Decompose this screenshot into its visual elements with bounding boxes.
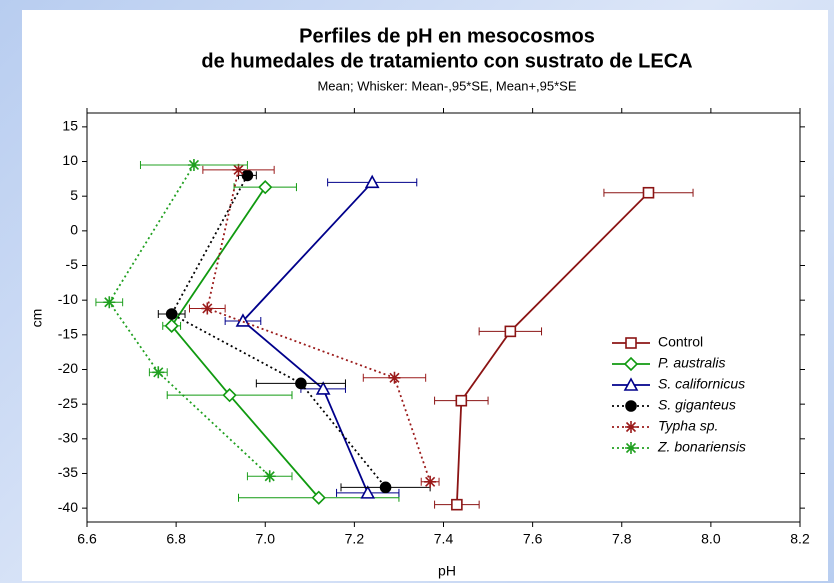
point (315, 381, 331, 395)
point (164, 318, 179, 333)
x-tick-label: 7.4 (434, 531, 454, 547)
point (625, 421, 637, 433)
point (201, 302, 214, 315)
x-tick-label: 6.6 (77, 531, 97, 547)
point (364, 174, 380, 189)
x-tick-label: 8.0 (701, 531, 721, 547)
point (625, 400, 637, 412)
legend-label: S. giganteus (658, 397, 736, 413)
point (295, 377, 307, 390)
x-axis-label: pH (438, 563, 456, 579)
y-tick-label: -10 (58, 291, 78, 307)
y-tick-label: 5 (70, 187, 78, 203)
point (625, 337, 637, 349)
series-line (241, 181, 373, 494)
point (623, 356, 639, 372)
y-axis-label: cm (29, 309, 45, 328)
legend-label: Z. bonariensis (657, 439, 746, 455)
point (388, 371, 401, 384)
chart-subtitle: Mean; Whisker: Mean-,95*SE, Mean+,95*SE (317, 78, 576, 93)
point (165, 308, 178, 320)
point (241, 169, 254, 182)
y-tick-label: 15 (62, 118, 78, 134)
legend-label: P. australis (658, 355, 725, 371)
x-tick-label: 7.0 (256, 531, 276, 547)
panel (22, 10, 828, 581)
chart-title: de humedales de tratamiento con sustrato… (201, 50, 692, 72)
x-tick-label: 7.2 (345, 531, 365, 547)
y-tick-label: -35 (58, 464, 78, 480)
point (103, 296, 116, 309)
point (187, 158, 200, 171)
x-tick-label: 7.6 (523, 531, 543, 547)
point (258, 180, 273, 195)
y-tick-label: -15 (58, 326, 78, 342)
point (263, 470, 276, 483)
series-line (455, 192, 650, 505)
point (222, 388, 237, 403)
x-tick-label: 7.8 (612, 531, 632, 547)
y-tick-label: -30 (58, 430, 78, 446)
y-tick-label: -40 (58, 499, 78, 515)
point (232, 163, 245, 176)
point (424, 475, 437, 488)
legend-label: Typha sp. (658, 418, 718, 434)
series-line (108, 164, 271, 477)
point (455, 394, 468, 407)
x-tick-label: 8.2 (790, 531, 810, 547)
y-tick-label: 0 (70, 222, 78, 238)
y-tick-label: -25 (58, 395, 78, 411)
legend-label: S. californicus (658, 376, 745, 392)
series-line (206, 169, 431, 483)
point (642, 186, 655, 199)
point (623, 377, 639, 391)
chart-title: Perfiles de pH en mesocosmos (299, 25, 595, 47)
series-line (170, 186, 320, 499)
point (360, 485, 376, 499)
point (379, 481, 392, 494)
x-tick-label: 6.8 (166, 531, 186, 547)
point (504, 325, 517, 338)
series-line (170, 174, 387, 488)
y-tick-label: -5 (66, 256, 79, 272)
y-tick-label: 10 (62, 152, 78, 168)
point (451, 498, 463, 511)
point (625, 442, 637, 454)
legend-label: Control (658, 334, 703, 350)
point (152, 366, 165, 379)
point (311, 490, 326, 505)
y-tick-label: -20 (58, 360, 78, 376)
